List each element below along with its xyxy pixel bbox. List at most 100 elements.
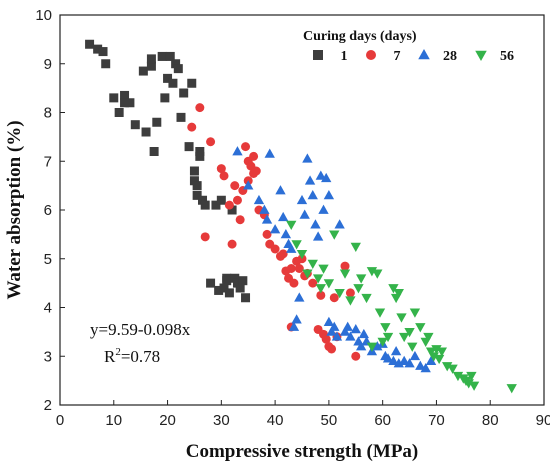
point-series-1 xyxy=(227,205,237,215)
point-series-7 xyxy=(249,151,259,161)
point-series-28 xyxy=(409,350,421,361)
point-series-1 xyxy=(238,276,248,286)
point-series-28 xyxy=(291,314,302,324)
point-series-7 xyxy=(195,103,205,113)
point-series-1 xyxy=(198,195,208,205)
x-tick-label: 80 xyxy=(482,412,499,429)
y-tick-label: 5 xyxy=(44,251,52,268)
point-series-28 xyxy=(304,175,316,185)
legend-label-56: 56 xyxy=(500,49,514,64)
point-series-56 xyxy=(374,308,386,318)
point-series-56 xyxy=(452,371,464,382)
point-series-56 xyxy=(291,240,302,250)
point-series-56 xyxy=(468,381,480,391)
point-series-28 xyxy=(243,180,254,190)
point-series-7 xyxy=(241,142,251,152)
point-series-28 xyxy=(345,331,356,341)
point-series-7 xyxy=(235,215,245,225)
point-series-56 xyxy=(355,274,367,284)
r-squared: R2=0.78 xyxy=(104,346,160,366)
point-series-7 xyxy=(278,249,288,259)
point-series-1 xyxy=(146,61,156,71)
point-series-1 xyxy=(214,285,224,295)
point-series-1 xyxy=(224,288,234,298)
point-series-1 xyxy=(146,54,156,64)
point-series-56 xyxy=(286,220,297,231)
point-series-1 xyxy=(187,78,197,88)
point-series-28 xyxy=(326,326,337,336)
point-series-7 xyxy=(227,239,237,249)
y-tick-label: 3 xyxy=(44,348,52,365)
point-series-28 xyxy=(382,353,394,363)
point-series-28 xyxy=(253,194,265,205)
y-tick-label: 8 xyxy=(44,105,52,122)
series-56 xyxy=(286,220,517,394)
point-series-1 xyxy=(157,51,167,61)
point-series-1 xyxy=(138,66,148,76)
x-axis-title: Compressive strength (MPa) xyxy=(186,441,419,462)
point-series-56 xyxy=(323,279,335,289)
point-series-7 xyxy=(232,195,242,205)
point-series-56 xyxy=(307,259,318,270)
point-series-1 xyxy=(211,200,221,210)
x-axis: 0 10 20 30 40 50 60 70 80 90 xyxy=(56,400,550,429)
point-series-56 xyxy=(339,269,351,279)
point-series-28 xyxy=(296,194,308,205)
point-series-1 xyxy=(93,44,103,54)
regression-equation: y=9.59-0.098x xyxy=(90,320,191,339)
y-tick-label: 9 xyxy=(44,56,52,73)
point-series-1 xyxy=(235,283,245,293)
point-series-7 xyxy=(224,200,234,210)
legend-label-1: 1 xyxy=(341,49,348,64)
x-tick-label: 70 xyxy=(428,412,445,429)
point-series-1 xyxy=(189,176,199,186)
point-series-28 xyxy=(259,204,270,214)
point-series-28 xyxy=(331,331,343,341)
point-series-56 xyxy=(334,289,345,299)
point-series-28 xyxy=(315,170,326,180)
x-tick-label: 0 xyxy=(56,412,64,429)
legend-item-56: 56 xyxy=(475,49,514,64)
y-axis: 2 3 4 5 6 7 8 9 10 xyxy=(35,7,65,414)
point-series-28 xyxy=(318,204,329,214)
x-tick-label: 10 xyxy=(105,412,122,429)
r-squared-prefix: R xyxy=(104,347,116,366)
point-series-1 xyxy=(114,108,124,117)
point-series-28 xyxy=(321,172,332,183)
point-series-1 xyxy=(160,93,170,103)
point-series-1 xyxy=(195,151,205,161)
point-series-56 xyxy=(407,342,418,352)
point-series-28 xyxy=(312,231,324,241)
point-series-1 xyxy=(85,39,95,49)
point-series-28 xyxy=(323,316,335,326)
y-tick-label: 4 xyxy=(44,300,52,317)
point-series-28 xyxy=(329,321,340,331)
point-series-1 xyxy=(241,293,251,303)
point-series-7 xyxy=(187,122,197,132)
point-series-1 xyxy=(101,59,111,69)
point-series-56 xyxy=(296,250,308,260)
point-series-1 xyxy=(195,147,205,156)
point-series-56 xyxy=(442,362,453,372)
point-series-56 xyxy=(466,371,477,382)
point-series-28 xyxy=(390,345,402,356)
point-series-28 xyxy=(294,292,305,302)
point-series-7 xyxy=(316,290,326,300)
y-tick-label: 10 xyxy=(35,7,52,24)
point-series-56 xyxy=(318,264,329,274)
point-series-28 xyxy=(278,211,289,222)
point-series-28 xyxy=(302,153,313,163)
x-tick-label: 40 xyxy=(267,412,284,429)
point-series-28 xyxy=(339,326,351,336)
point-series-28 xyxy=(404,358,415,368)
legend-item-28: 28 xyxy=(418,49,457,64)
legend-marker-1 xyxy=(313,50,323,60)
point-series-28 xyxy=(425,355,437,365)
point-series-7 xyxy=(289,278,299,288)
point-series-56 xyxy=(350,242,361,252)
series-7 xyxy=(187,103,361,361)
point-series-1 xyxy=(120,90,130,100)
point-series-56 xyxy=(436,347,447,357)
r-squared-value: =0.78 xyxy=(121,347,160,366)
point-series-1 xyxy=(171,59,181,69)
